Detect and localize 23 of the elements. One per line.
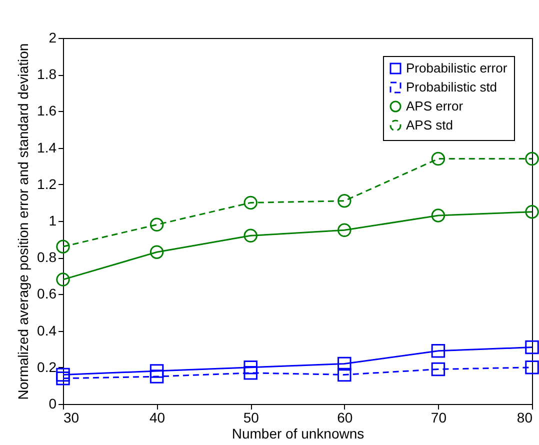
legend-label: APS std xyxy=(406,118,453,132)
y-tick-label: 1 xyxy=(48,212,57,228)
x-axis-title: Number of unknowns xyxy=(232,426,364,442)
x-tick-label: 70 xyxy=(430,410,447,426)
y-tick-label: 0.8 xyxy=(37,249,57,266)
x-tick-label: 40 xyxy=(150,410,166,426)
legend-label: Probabilistic error xyxy=(406,60,508,76)
y-tick-label: 0.6 xyxy=(37,286,57,302)
y-tick-label: 1.2 xyxy=(37,176,57,192)
y-axis-title: Normalized average position error and standard deviation xyxy=(15,43,32,400)
y-tick-label: 0.2 xyxy=(37,358,57,375)
y-tick-label: 1.4 xyxy=(37,139,57,156)
x-tick-label: 60 xyxy=(337,410,353,426)
y-tick-label: 1.8 xyxy=(37,66,57,82)
legend-label: APS error xyxy=(406,98,464,114)
legend-label: Probabilistic std xyxy=(406,80,498,94)
y-tick-label: 1.6 xyxy=(37,102,57,119)
y-tick-label: 0.4 xyxy=(37,322,57,338)
y-tick-label: 0 xyxy=(48,396,57,412)
x-tick-label: 50 xyxy=(243,410,260,426)
x-tick-label: 30 xyxy=(64,410,80,426)
y-tick-label: 2 xyxy=(48,30,57,46)
x-tick-label: 80 xyxy=(516,410,533,426)
